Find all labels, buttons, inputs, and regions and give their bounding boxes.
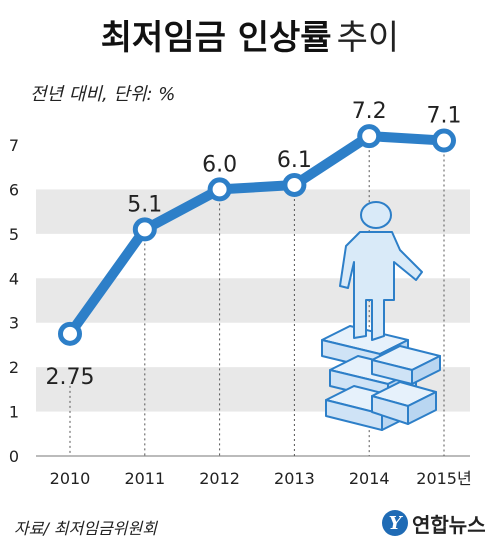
data-point-marker xyxy=(282,172,307,197)
data-label: 7.1 xyxy=(427,104,462,129)
y-tick-label: 3 xyxy=(9,314,19,333)
data-label: 2.75 xyxy=(46,365,95,390)
data-point-marker xyxy=(432,128,456,153)
yonhap-logo-text: 연합뉴스 xyxy=(412,512,486,537)
x-axis-ticks: 2010 2011 2012 2013 2014 2015년 xyxy=(50,469,472,488)
x-tick-label: 2010 xyxy=(50,469,91,488)
y-tick-label: 7 xyxy=(9,136,19,155)
data-label: 6.0 xyxy=(202,152,237,177)
y-tick-label: 2 xyxy=(9,358,19,377)
title-main: 최저임금 인상률 xyxy=(100,18,332,58)
data-point-marker xyxy=(58,321,82,346)
x-tick-label: 2015년 xyxy=(416,469,471,488)
y-tick-label: 4 xyxy=(9,269,19,288)
grid-band xyxy=(36,189,470,234)
x-tick-label: 2011 xyxy=(124,469,165,488)
yonhap-logo-icon: Y xyxy=(382,510,408,536)
data-label: 5.1 xyxy=(127,192,162,217)
drop-lines xyxy=(69,150,445,456)
worker-illustration xyxy=(321,201,441,431)
yonhap-logo: Y 연합뉴스 xyxy=(382,508,486,538)
data-point-marker xyxy=(357,124,382,149)
y-tick-label: 5 xyxy=(9,225,19,244)
chart-title: 최저임금 인상률 추이 xyxy=(0,10,500,59)
source-note: 자료/ 최저임금위원회 xyxy=(14,519,157,538)
y-tick-label: 6 xyxy=(9,180,19,199)
y-tick-label: 1 xyxy=(9,403,19,422)
y-tick-label: 0 xyxy=(9,447,19,466)
x-tick-label: 2012 xyxy=(199,469,240,488)
series-line xyxy=(65,131,449,339)
unit-subtitle: 전년 대비, 단위: % xyxy=(30,84,176,105)
title-trend: 추이 xyxy=(336,18,400,58)
data-point-marker xyxy=(207,177,232,202)
data-label: 6.1 xyxy=(277,148,312,173)
data-label: 7.2 xyxy=(352,99,387,124)
x-tick-label: 2014 xyxy=(349,469,390,488)
x-tick-label: 2013 xyxy=(274,469,315,488)
data-point-marker xyxy=(132,217,157,242)
data-labels: 2.75 5.1 6.0 6.1 7.2 7.1 xyxy=(46,99,462,390)
data-markers xyxy=(58,124,456,346)
y-axis-ticks: 0 1 2 3 4 5 6 7 xyxy=(9,136,19,466)
